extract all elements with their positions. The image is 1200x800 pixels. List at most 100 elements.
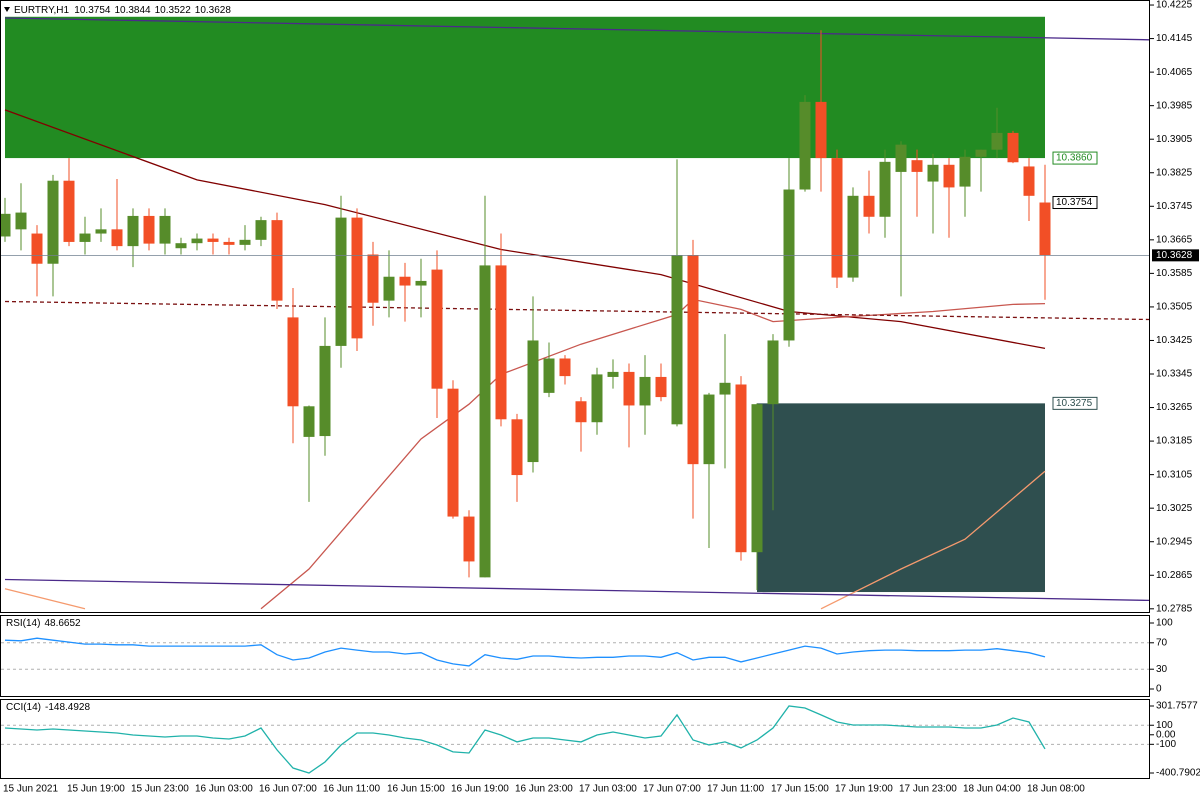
candle-body [271, 220, 283, 301]
candle-body [783, 189, 795, 341]
candle-body [527, 340, 539, 463]
candle-body [1039, 202, 1051, 256]
candle-body [255, 220, 267, 240]
candle-body [671, 255, 683, 425]
y-tick-label: -400.7902 [1156, 768, 1200, 779]
cci-value: -148.4928 [45, 702, 90, 713]
candle-body [895, 144, 907, 172]
y-tick-label: 10.3185 [1156, 436, 1193, 447]
x-tick-label: 17 Jun 07:00 [643, 784, 701, 795]
cci-title: CCI(14) [6, 702, 41, 713]
candle-body [15, 212, 27, 230]
price-tag [1052, 196, 1098, 210]
candle-body [847, 195, 859, 278]
candle-body [687, 255, 699, 465]
open: 10.3754 [74, 5, 111, 16]
candle-body [879, 161, 891, 217]
price-tag [1052, 396, 1098, 410]
candle-body [831, 158, 843, 278]
y-tick-label: 30 [1156, 664, 1168, 675]
candle-body [959, 156, 971, 187]
current-price-label: 10.3628 [1156, 250, 1193, 261]
y-tick-label: 10.3265 [1156, 402, 1193, 413]
candle-body [591, 374, 603, 423]
y-tick-label: 301.7577 [1156, 701, 1198, 712]
low: 10.3522 [155, 5, 192, 16]
candle-body [735, 384, 747, 553]
y-tick-label: 10.2785 [1156, 603, 1193, 614]
y-tick-label: 10.3105 [1156, 469, 1193, 480]
close: 10.3628 [195, 5, 232, 16]
candle-body [655, 376, 667, 398]
trend-line [4, 17, 1150, 41]
candle-body [607, 371, 619, 377]
y-tick-label: 10.3905 [1156, 134, 1193, 145]
x-tick-label: 15 Jun 23:00 [131, 784, 189, 795]
trend-line [4, 300, 1150, 321]
candle-body [31, 233, 43, 264]
candle-body [447, 388, 459, 517]
candle-body [1023, 166, 1035, 196]
rsi-value: 48.6652 [44, 618, 81, 629]
y-tick-label: 0 [1156, 684, 1162, 695]
candle-body [239, 239, 251, 245]
candle-body [927, 164, 939, 182]
candle-body [95, 229, 107, 234]
candle-body [367, 254, 379, 303]
trend-line [4, 578, 1150, 602]
y-tick-label: 10.3585 [1156, 268, 1193, 279]
moving-average [4, 470, 1046, 610]
candle-body [191, 238, 203, 244]
candle-body [415, 280, 427, 286]
candle-body [911, 160, 923, 172]
candle-body [543, 358, 555, 393]
x-tick-label: 16 Jun 15:00 [387, 784, 445, 795]
indicator-line [4, 705, 1046, 774]
x-tick-label: 17 Jun 19:00 [835, 784, 893, 795]
x-tick-label: 16 Jun 07:00 [259, 784, 317, 795]
x-tick-label: 15 Jun 2021 [3, 784, 58, 795]
y-tick-label: 10.4145 [1156, 33, 1193, 44]
candle-body [943, 164, 955, 188]
candle-body [47, 180, 59, 264]
price-tag [1052, 151, 1098, 165]
current-price-box [1152, 249, 1199, 262]
candle-body [975, 149, 987, 157]
candle-body [111, 229, 123, 247]
y-tick-label: 10.3825 [1156, 167, 1193, 178]
x-tick-label: 16 Jun 23:00 [515, 784, 573, 795]
x-tick-label: 17 Jun 11:00 [707, 784, 765, 795]
candle-body [751, 404, 763, 553]
y-tick-label: 10.3665 [1156, 234, 1193, 245]
y-tick-label: 10.3745 [1156, 201, 1193, 212]
candle-body [431, 269, 443, 389]
moving-average [4, 109, 1046, 350]
candle-body [175, 243, 187, 249]
candle-body [223, 241, 235, 245]
zone [757, 403, 1045, 593]
cci-frame [0, 699, 1150, 779]
y-tick-label: -100 [1156, 739, 1176, 750]
menu-arrow[interactable] [4, 7, 10, 12]
candle-body [319, 345, 331, 437]
candle-body [511, 419, 523, 476]
price-tag-label: 10.3754 [1056, 197, 1093, 208]
candle-body [623, 371, 635, 406]
y-tick-label: 10.3425 [1156, 335, 1193, 346]
y-tick-label: 100 [1156, 720, 1173, 731]
main-frame [0, 0, 1150, 613]
candle-body [767, 340, 779, 405]
candle-body [335, 217, 347, 346]
y-tick-label: 10.4225 [1156, 0, 1193, 11]
cci-header: CCI(14) -148.4928 [6, 702, 90, 713]
x-tick-label: 17 Jun 23:00 [899, 784, 957, 795]
rsi-title: RSI(14) [6, 618, 40, 629]
y-tick-label: 10.4065 [1156, 67, 1193, 78]
y-tick-label: 70 [1156, 637, 1168, 648]
candle-body [575, 401, 587, 423]
candle-body [143, 215, 155, 244]
indicator-line [4, 637, 1046, 667]
candle-body [639, 376, 651, 406]
candle-body [303, 406, 315, 437]
